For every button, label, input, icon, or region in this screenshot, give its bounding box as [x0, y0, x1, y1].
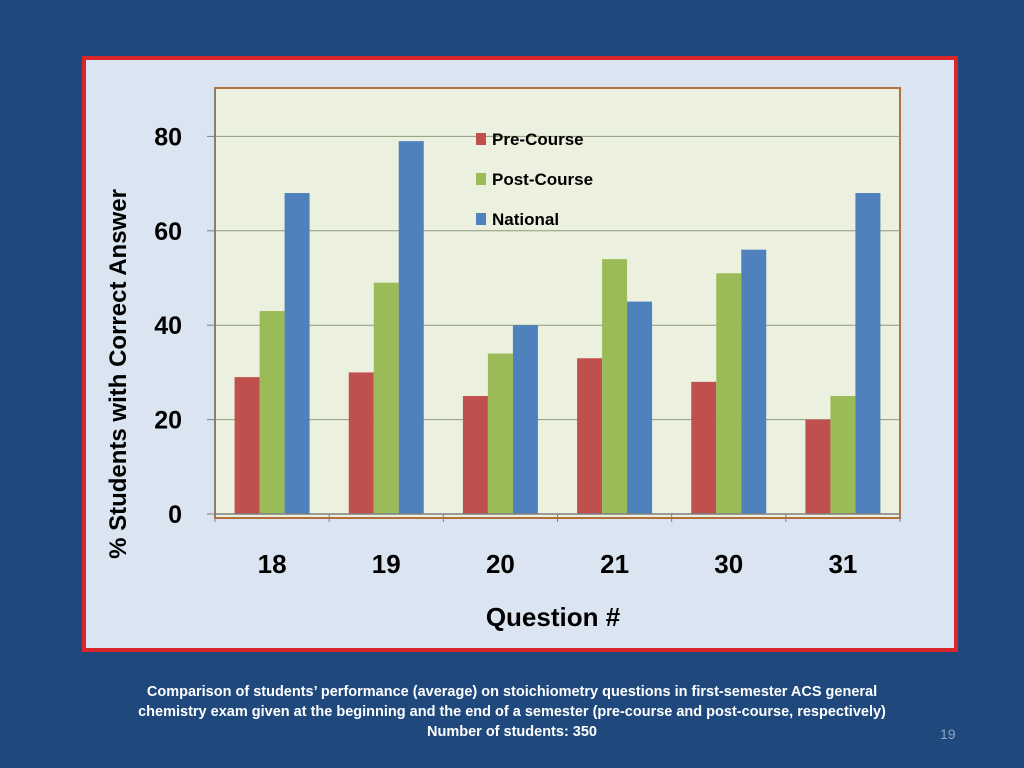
y-tick-label: 80 — [154, 123, 182, 151]
legend-label: Post-Course — [492, 170, 593, 189]
y-tick-label: 0 — [168, 501, 182, 529]
bar-post-course-q18 — [259, 311, 285, 514]
legend-swatch — [476, 173, 486, 185]
y-tick-label: 40 — [154, 312, 182, 340]
bar-post-course-q30 — [716, 273, 742, 514]
bar-pre-course-q18 — [234, 377, 260, 514]
legend-swatch — [476, 133, 486, 145]
x-tick-label: 30 — [714, 549, 743, 579]
bar-national-q30 — [741, 249, 767, 514]
caption-line-3: Number of students: 350 — [427, 724, 597, 740]
slide-number: 19 — [940, 726, 956, 742]
x-tick-label: 21 — [600, 549, 629, 579]
caption-line-2: chemistry exam given at the beginning an… — [138, 704, 886, 720]
bar-pre-course-q20 — [462, 396, 488, 514]
gridlines — [215, 135, 900, 421]
x-axis-label: Question # — [486, 602, 621, 632]
x-tick-labels: 18 19 20 21 30 31 — [258, 549, 858, 579]
x-tick-label: 19 — [372, 549, 401, 579]
bar-post-course-q31 — [830, 396, 856, 514]
bar-chart: 0 20 40 60 80 18 19 20 21 30 31 Pre-Course Post-Co… — [105, 87, 901, 632]
bar-post-course-q20 — [487, 353, 513, 514]
y-tick-labels: 0 20 40 60 80 — [154, 123, 182, 529]
axes — [207, 88, 901, 522]
bar-national-q31 — [855, 193, 881, 515]
x-tick-label: 18 — [258, 549, 287, 579]
y-tick-label: 60 — [154, 218, 182, 246]
bar-pre-course-q21 — [577, 358, 603, 514]
legend: Pre-Course Post-Course National — [476, 130, 593, 229]
legend-swatch — [476, 213, 486, 225]
bar-national-q21 — [627, 301, 653, 514]
chart-frame: 0 20 40 60 80 18 19 20 21 30 31 Pre-Course Post-Co… — [82, 56, 958, 652]
bar-pre-course-q19 — [348, 372, 374, 514]
slide-caption: Comparison of students’ performance (ave… — [40, 682, 984, 742]
bar-pre-course-q30 — [691, 381, 717, 514]
bar-pre-course-q31 — [805, 419, 831, 514]
x-tick-label: 31 — [828, 549, 857, 579]
legend-label: National — [492, 210, 559, 229]
bars — [234, 141, 881, 515]
y-tick-label: 20 — [154, 407, 182, 435]
bar-national-q19 — [398, 141, 424, 514]
bar-post-course-q21 — [602, 259, 628, 514]
bar-national-q20 — [512, 325, 538, 514]
x-tick-label: 20 — [486, 549, 515, 579]
bar-post-course-q19 — [373, 282, 399, 514]
plot-area — [214, 87, 901, 519]
legend-label: Pre-Course — [492, 130, 584, 149]
caption-line-1: Comparison of students’ performance (ave… — [146, 684, 878, 700]
bar-national-q18 — [284, 193, 310, 515]
y-axis-label: % Students with Correct Answer — [105, 189, 132, 559]
